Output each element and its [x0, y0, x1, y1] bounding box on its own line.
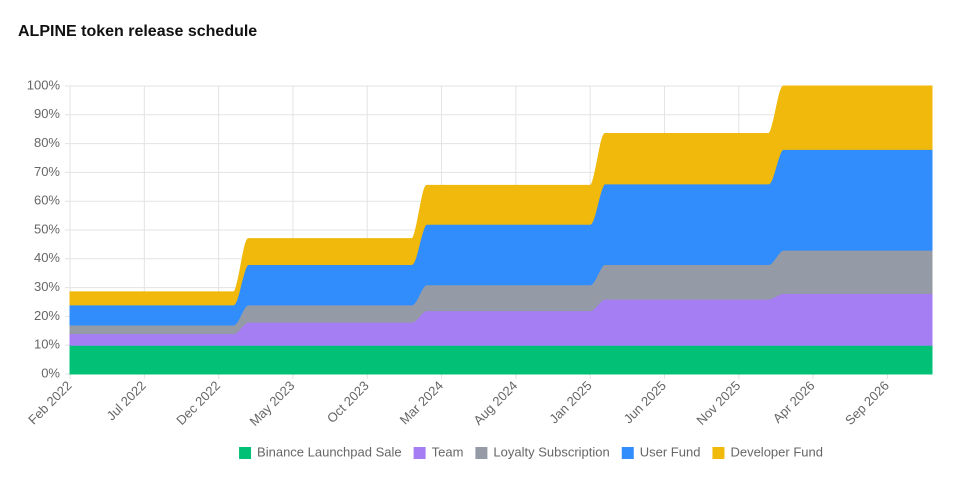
y-tick-label: 30% — [34, 279, 60, 294]
y-tick-label: 100% — [27, 77, 61, 92]
x-tick-label: May 2023 — [247, 378, 298, 429]
x-tick-label: Apr 2026 — [770, 378, 818, 426]
legend-swatch — [712, 447, 725, 459]
area — [69, 85, 933, 306]
legend-label: Developer Fund — [730, 444, 823, 459]
legend-item: User Fund — [621, 444, 701, 459]
chart-title: ALPINE token release schedule — [18, 23, 257, 40]
y-tick-label: 90% — [34, 106, 60, 121]
x-tick-label: Jul 2022 — [103, 378, 148, 423]
y-tick-label: 0% — [41, 365, 60, 380]
y-tick-label: 40% — [34, 250, 60, 265]
x-tick-label: Feb 2022 — [25, 378, 74, 427]
legend-label: Binance Launchpad Sale — [257, 444, 402, 459]
y-tick-label: 70% — [34, 164, 60, 179]
x-tick-label: Sep 2026 — [842, 378, 892, 428]
legend-swatch — [239, 447, 252, 459]
legend-item: Binance Launchpad Sale — [239, 444, 402, 459]
y-tick-label: 80% — [34, 135, 60, 150]
x-tick-label: Jan 2025 — [546, 378, 594, 426]
y-tick-label: 10% — [34, 337, 60, 352]
x-tick-label: Aug 2024 — [470, 378, 520, 428]
x-tick-label: Mar 2024 — [397, 378, 446, 427]
area — [69, 344, 933, 375]
y-tick-label: 60% — [34, 193, 60, 208]
legend-label: Team — [432, 444, 464, 459]
legend-swatch — [475, 447, 488, 459]
y-tick-label: 50% — [34, 221, 60, 236]
legend-swatch — [621, 447, 634, 459]
legend-label: User Fund — [640, 444, 701, 459]
x-tick-label: Nov 2025 — [693, 378, 743, 428]
x-tick-label: Oct 2023 — [324, 378, 372, 426]
legend-swatch — [413, 447, 426, 459]
x-tick-label: Jun 2025 — [621, 378, 669, 426]
legend-item: Team — [413, 444, 464, 459]
x-tick-label: Dec 2022 — [173, 378, 223, 428]
legend-item: Developer Fund — [712, 444, 823, 459]
legend-item: Loyalty Subscription — [475, 444, 610, 459]
legend-label: Loyalty Subscription — [493, 444, 609, 459]
y-tick-label: 20% — [34, 308, 60, 323]
